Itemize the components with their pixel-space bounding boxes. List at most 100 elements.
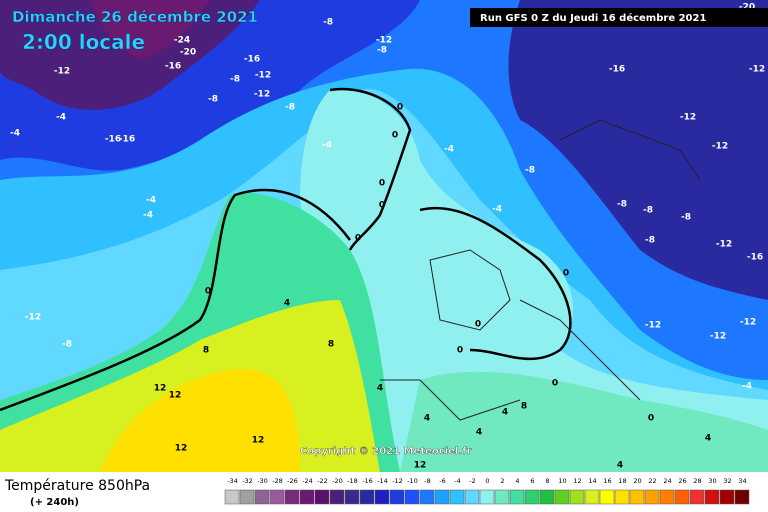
contour-label: 0: [552, 379, 558, 389]
contour-label: 4: [705, 434, 711, 444]
scale-label: -12: [392, 477, 403, 485]
contour-label: 12: [252, 436, 265, 446]
contour-labels: -24-20-16-16-8 -12-8 -12-8-12-8-8-16 -12-12…: [10, 3, 765, 471]
scale-swatch: [404, 489, 420, 505]
contour-label: -4: [742, 382, 752, 392]
contour-label: -12: [680, 113, 696, 123]
scale-swatch: [614, 489, 630, 505]
scale-swatch: [464, 489, 480, 505]
contour-label: -8: [525, 166, 535, 176]
east-cold: [508, 0, 768, 300]
coastline: [380, 119, 701, 421]
scale-swatch: [254, 489, 270, 505]
scale-swatch: [599, 489, 615, 505]
contour-label: -4: [56, 113, 66, 123]
scale-swatch: [284, 489, 300, 505]
contour-label: -4: [492, 205, 502, 215]
warm-core: [100, 369, 300, 472]
scale-swatch: [374, 489, 390, 505]
contour-label: -8: [323, 18, 333, 28]
scale-label: -34: [227, 477, 238, 485]
scale-label: -24: [302, 477, 313, 485]
contour-label: 4: [377, 384, 383, 394]
scale-label: -14: [377, 477, 388, 485]
contour-label: -24: [174, 36, 190, 46]
scale-label: 2: [500, 477, 504, 485]
contour-label: -16: [119, 135, 135, 145]
contour-label: -12: [645, 321, 661, 331]
scale-swatch: [569, 489, 585, 505]
contour-label: -16: [105, 135, 121, 145]
scale-swatch: [734, 489, 750, 505]
scale-label: 16: [603, 477, 611, 485]
contour-label: 0: [205, 287, 211, 297]
cold-core: [0, 0, 260, 110]
run: Run GFS 0 Z du Jeudi 16 décembre 2021: [480, 12, 706, 24]
scale-label: 34: [738, 477, 746, 485]
contour-label: 4: [284, 299, 290, 309]
scale-swatch: [419, 489, 435, 505]
run-box: [470, 8, 768, 27]
contour-label: 0: [392, 131, 398, 141]
scale-label: 10: [558, 477, 566, 485]
scale-label: -30: [257, 477, 268, 485]
contour-label: 0: [379, 179, 385, 189]
contour-label: -8: [643, 206, 653, 216]
contour-label: 8: [328, 340, 334, 350]
zero-zone: [300, 89, 768, 473]
contour-label: 0: [379, 201, 385, 211]
contour-label: 0: [457, 346, 463, 356]
scale-label: 20: [633, 477, 641, 485]
scale-swatch: [434, 489, 450, 505]
contour-label: -12: [716, 240, 732, 250]
contour-label: 8: [203, 346, 209, 356]
date: Dimanche 26 décembre 2021: [12, 8, 258, 26]
contour-label: -8: [208, 95, 218, 105]
scale-label: 4: [515, 477, 519, 485]
contour-label: -8: [645, 236, 655, 246]
contour-label: -8: [230, 75, 240, 85]
contour-label: 4: [476, 428, 482, 438]
contour-label: 0: [648, 414, 654, 424]
contour-label: -8: [617, 200, 627, 210]
scale-label: 18: [618, 477, 626, 485]
scale-swatch: [299, 489, 315, 505]
contour-label: -8: [681, 213, 691, 223]
contour-label: -16: [244, 55, 260, 65]
contour-label: -4: [143, 211, 153, 221]
contour-label: -4: [146, 196, 156, 206]
contour-label: -16: [747, 253, 763, 263]
scale-swatch: [344, 489, 360, 505]
contour-label: -12: [749, 65, 765, 75]
contour-label: 0: [355, 234, 361, 244]
contour-label: 12: [154, 384, 167, 394]
scale-label: 12: [573, 477, 581, 485]
south-mild: [400, 371, 768, 472]
scale-label: -18: [347, 477, 358, 485]
contour-label: -4: [322, 141, 332, 151]
scale-swatch: [329, 489, 345, 505]
scale-swatch: [389, 489, 405, 505]
scale-swatch: [689, 489, 705, 505]
contour-label: -12: [255, 71, 271, 81]
scale-swatch: [554, 489, 570, 505]
scale-label: -26: [287, 477, 298, 485]
scale-swatch: [524, 489, 540, 505]
contour-label: 8: [521, 402, 527, 412]
footer-title: Température 850hPa: [4, 478, 150, 494]
copyright: Copyright © 2021 Meteociel.fr: [300, 446, 471, 457]
scale-swatch: [629, 489, 645, 505]
zero-contour: [0, 87, 572, 412]
scale-label: -28: [272, 477, 283, 485]
scale-label: 32: [723, 477, 731, 485]
contour-label: 4: [502, 408, 508, 418]
scale-label: 24: [663, 477, 671, 485]
scale-label: -32: [242, 477, 253, 485]
scale-label: -4: [454, 477, 460, 485]
contour-label: 0: [397, 103, 403, 113]
contour-label: -4: [10, 129, 20, 139]
scale-label: 8: [545, 477, 549, 485]
contour-label: -12: [740, 318, 756, 328]
contour-label: -12: [25, 313, 41, 323]
